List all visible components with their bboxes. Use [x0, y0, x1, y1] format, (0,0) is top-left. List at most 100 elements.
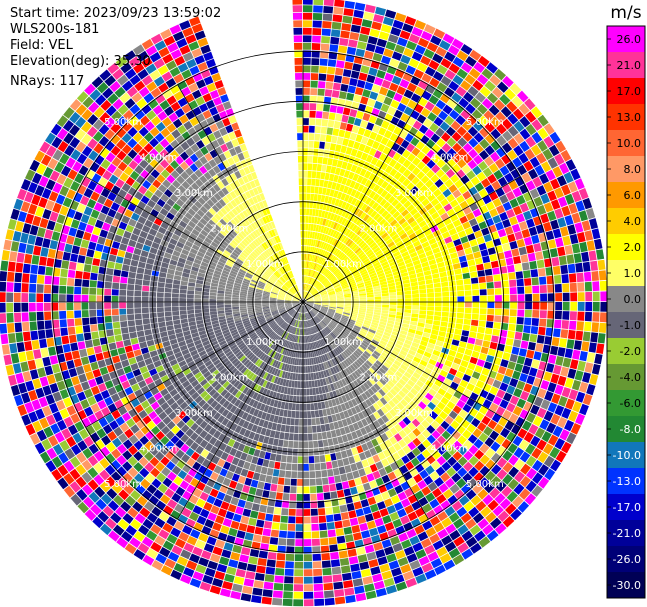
velocity-gate	[189, 364, 198, 372]
velocity-gate	[293, 350, 297, 358]
velocity-gate	[412, 157, 421, 166]
velocity-gate	[229, 326, 237, 332]
velocity-gate	[294, 312, 298, 319]
velocity-gate	[455, 274, 463, 281]
velocity-gate	[285, 315, 291, 322]
velocity-gate	[470, 97, 481, 109]
velocity-gate	[474, 365, 483, 374]
velocity-gate	[263, 581, 274, 590]
velocity-gate	[460, 360, 469, 368]
velocity-gate	[343, 526, 353, 535]
velocity-gate	[154, 535, 166, 546]
velocity-gate	[399, 196, 408, 205]
velocity-gate	[419, 236, 428, 244]
velocity-gate	[348, 556, 359, 565]
velocity-gate	[495, 221, 504, 231]
velocity-gate	[326, 244, 331, 251]
velocity-gate	[352, 17, 363, 26]
velocity-gate	[361, 194, 369, 203]
velocity-gate	[549, 447, 560, 459]
velocity-gate	[368, 67, 378, 77]
velocity-gate	[376, 329, 384, 334]
velocity-gate	[320, 424, 326, 432]
velocity-gate	[428, 338, 437, 345]
velocity-gate	[523, 431, 534, 443]
velocity-gate	[374, 445, 383, 454]
velocity-gate	[288, 308, 294, 314]
velocity-gate	[467, 86, 479, 97]
velocity-gate	[290, 388, 294, 395]
velocity-gate	[63, 473, 75, 485]
velocity-gate	[452, 440, 462, 451]
velocity-gate	[54, 431, 65, 443]
velocity-gate	[364, 205, 371, 214]
velocity-gate	[162, 505, 174, 516]
velocity-gate	[141, 400, 150, 409]
velocity-gate	[67, 424, 78, 436]
velocity-gate	[303, 42, 312, 50]
velocity-gate	[348, 320, 355, 325]
velocity-gate	[325, 327, 331, 334]
velocity-gate	[369, 131, 378, 140]
velocity-gate	[524, 317, 532, 326]
velocity-gate	[316, 240, 321, 248]
velocity-gate	[370, 157, 379, 166]
velocity-gate	[292, 319, 296, 326]
velocity-gate	[518, 103, 530, 115]
velocity-gate	[472, 192, 482, 202]
velocity-gate	[406, 204, 415, 213]
velocity-gate	[419, 410, 429, 419]
velocity-gate	[478, 536, 491, 548]
velocity-gate	[360, 177, 368, 186]
velocity-gate	[389, 302, 397, 305]
velocity-gate	[323, 328, 329, 335]
velocity-gate	[436, 138, 446, 148]
velocity-gate	[356, 228, 363, 236]
velocity-gate	[360, 475, 369, 484]
velocity-gate	[509, 378, 519, 388]
velocity-gate	[325, 336, 331, 343]
velocity-gate	[347, 139, 355, 148]
velocity-gate	[319, 249, 324, 257]
velocity-gate	[161, 425, 171, 435]
velocity-gate	[355, 508, 364, 517]
velocity-gate	[466, 115, 478, 126]
velocity-gate	[256, 377, 263, 385]
velocity-gate	[569, 233, 579, 245]
velocity-gate	[180, 364, 189, 372]
velocity-gate	[567, 368, 577, 379]
velocity-gate	[253, 375, 260, 383]
velocity-gate	[412, 437, 422, 447]
velocity-gate	[149, 456, 160, 467]
velocity-gate	[260, 427, 267, 436]
velocity-gate	[389, 308, 397, 312]
velocity-gate	[377, 501, 386, 510]
velocity-gate	[177, 410, 187, 420]
velocity-gate	[198, 350, 207, 357]
velocity-gate	[441, 535, 453, 546]
velocity-gate	[236, 340, 244, 346]
velocity-gate	[210, 400, 219, 409]
velocity-gate	[275, 327, 282, 334]
velocity-gate	[474, 449, 485, 460]
velocity-gate	[264, 313, 272, 318]
velocity-gate	[253, 449, 261, 457]
velocity-gate	[374, 296, 382, 300]
velocity-gate	[282, 394, 287, 402]
velocity-gate	[492, 198, 502, 208]
velocity-gate	[299, 328, 302, 336]
velocity-gate	[430, 198, 440, 207]
velocity-gate	[215, 331, 223, 337]
velocity-gate	[543, 202, 554, 213]
velocity-gate	[406, 451, 416, 461]
velocity-gate	[317, 88, 325, 96]
velocity-gate	[417, 97, 428, 107]
velocity-gate	[139, 507, 151, 518]
velocity-gate	[392, 518, 403, 528]
velocity-gate	[390, 495, 401, 505]
velocity-gate	[519, 488, 531, 500]
velocity-gate	[431, 164, 441, 174]
velocity-gate	[303, 216, 306, 223]
velocity-gate	[278, 319, 284, 326]
velocity-gate	[325, 235, 330, 243]
